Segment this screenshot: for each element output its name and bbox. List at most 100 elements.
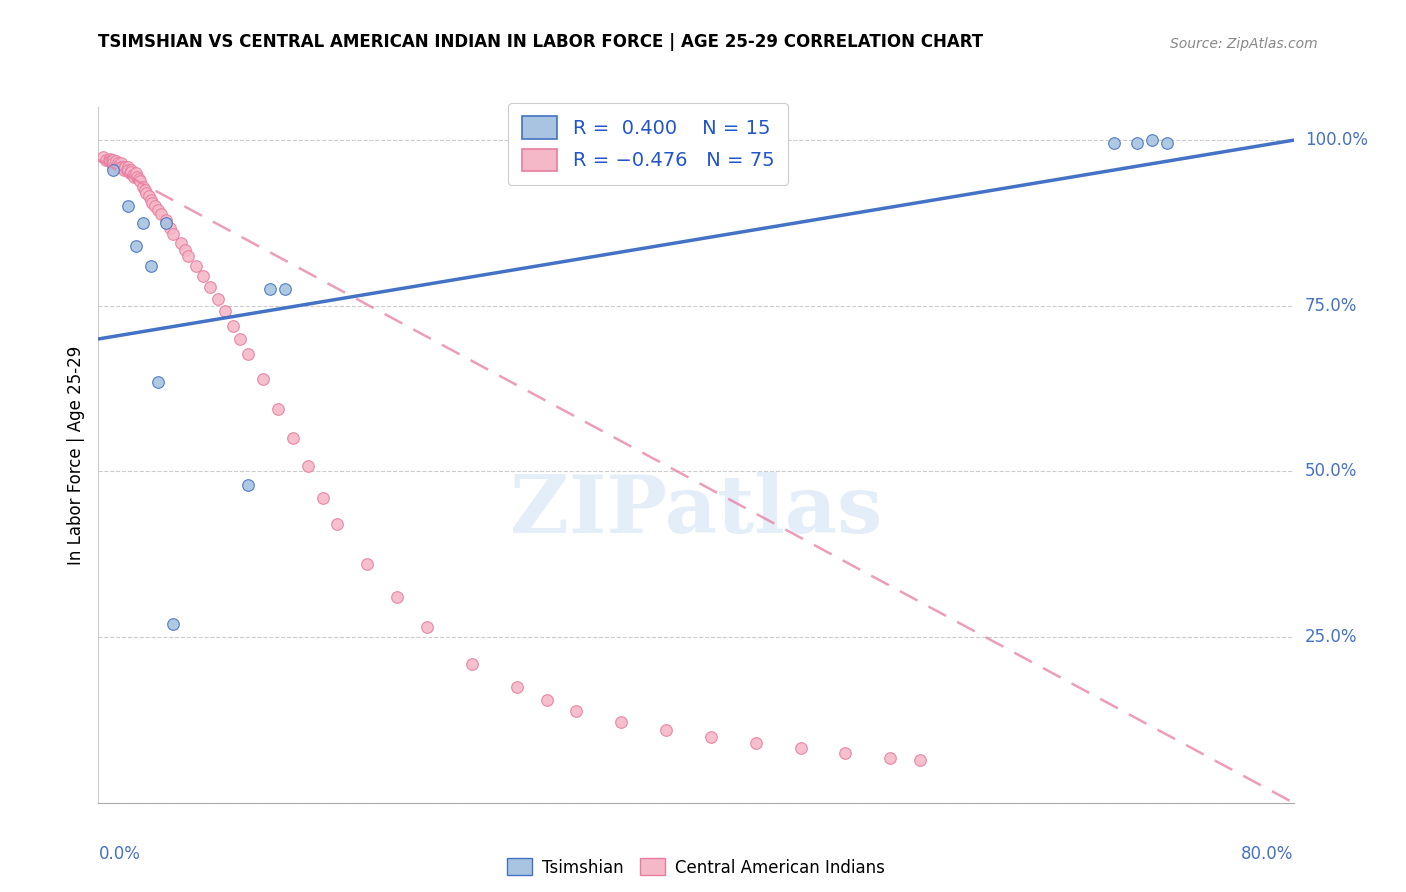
Point bbox=[135, 186, 157, 201]
Point bbox=[155, 212, 177, 227]
Point bbox=[103, 153, 125, 167]
Point bbox=[879, 750, 901, 764]
Point bbox=[229, 332, 252, 346]
Point bbox=[141, 196, 163, 211]
Point bbox=[91, 150, 114, 164]
Point bbox=[236, 477, 259, 491]
Point bbox=[461, 657, 484, 671]
Text: 75.0%: 75.0% bbox=[1305, 297, 1357, 315]
Point bbox=[138, 189, 160, 203]
Point bbox=[565, 704, 588, 718]
Point bbox=[98, 152, 122, 166]
Point bbox=[103, 156, 125, 170]
Point bbox=[1140, 133, 1163, 147]
Point bbox=[105, 154, 128, 169]
Point bbox=[834, 746, 856, 760]
Y-axis label: In Labor Force | Age 25-29: In Labor Force | Age 25-29 bbox=[66, 345, 84, 565]
Point bbox=[115, 163, 138, 178]
Point bbox=[110, 156, 132, 170]
Point bbox=[184, 259, 207, 273]
Point bbox=[120, 163, 142, 178]
Point bbox=[506, 680, 529, 694]
Point bbox=[297, 459, 319, 474]
Text: 100.0%: 100.0% bbox=[1305, 131, 1368, 149]
Point bbox=[174, 243, 197, 257]
Point bbox=[536, 693, 558, 707]
Point bbox=[207, 292, 229, 306]
Point bbox=[274, 282, 297, 296]
Point bbox=[103, 160, 125, 174]
Point bbox=[655, 723, 678, 737]
Point bbox=[148, 375, 170, 389]
Point bbox=[125, 166, 148, 180]
Point bbox=[200, 280, 222, 294]
Point bbox=[267, 401, 290, 416]
Point bbox=[416, 620, 439, 634]
Point bbox=[385, 591, 409, 605]
Point bbox=[610, 714, 633, 729]
Point bbox=[120, 165, 142, 179]
Point bbox=[103, 163, 125, 178]
Legend: Tsimshian, Central American Indians: Tsimshian, Central American Indians bbox=[499, 850, 893, 885]
Point bbox=[311, 491, 333, 505]
Point bbox=[124, 169, 146, 184]
Text: 25.0%: 25.0% bbox=[1305, 628, 1357, 646]
Point bbox=[326, 517, 349, 532]
Point bbox=[150, 207, 173, 221]
Point bbox=[159, 220, 181, 235]
Point bbox=[108, 158, 131, 172]
Point bbox=[222, 318, 245, 333]
Point bbox=[111, 160, 134, 174]
Point bbox=[117, 163, 139, 178]
Point bbox=[127, 169, 149, 184]
Point bbox=[191, 268, 214, 283]
Point bbox=[745, 736, 768, 750]
Point bbox=[155, 216, 177, 230]
Point bbox=[129, 174, 152, 188]
Point bbox=[148, 202, 170, 217]
Point bbox=[94, 153, 117, 167]
Point bbox=[700, 730, 723, 744]
Point bbox=[162, 227, 184, 242]
Point bbox=[789, 741, 811, 756]
Point bbox=[98, 154, 122, 169]
Point bbox=[128, 171, 150, 186]
Point bbox=[169, 235, 191, 250]
Point bbox=[259, 282, 281, 296]
Point bbox=[112, 161, 135, 175]
Point bbox=[132, 179, 155, 194]
Point bbox=[101, 153, 124, 167]
Point bbox=[110, 160, 132, 174]
Point bbox=[117, 199, 139, 213]
Point bbox=[134, 183, 156, 197]
Text: 50.0%: 50.0% bbox=[1305, 462, 1357, 481]
Point bbox=[252, 372, 274, 386]
Point bbox=[117, 160, 139, 174]
Point bbox=[121, 168, 143, 182]
Point bbox=[107, 156, 129, 170]
Point bbox=[1104, 136, 1126, 151]
Text: 0.0%: 0.0% bbox=[98, 845, 141, 863]
Point bbox=[139, 259, 162, 273]
Point bbox=[97, 153, 120, 167]
Point bbox=[143, 199, 166, 213]
Text: ZIPatlas: ZIPatlas bbox=[510, 472, 882, 549]
Point bbox=[177, 249, 200, 263]
Point bbox=[908, 753, 931, 767]
Point bbox=[114, 160, 136, 174]
Text: Source: ZipAtlas.com: Source: ZipAtlas.com bbox=[1170, 37, 1317, 52]
Point bbox=[214, 304, 236, 318]
Point bbox=[118, 166, 141, 180]
Point bbox=[125, 239, 148, 253]
Point bbox=[356, 558, 378, 572]
Point bbox=[1156, 136, 1178, 151]
Text: 80.0%: 80.0% bbox=[1241, 845, 1294, 863]
Point bbox=[112, 163, 135, 178]
Point bbox=[236, 346, 259, 360]
Point bbox=[1125, 136, 1147, 151]
Point bbox=[281, 431, 304, 445]
Point bbox=[139, 193, 162, 207]
Point bbox=[107, 160, 129, 174]
Point bbox=[162, 616, 184, 631]
Point bbox=[132, 216, 155, 230]
